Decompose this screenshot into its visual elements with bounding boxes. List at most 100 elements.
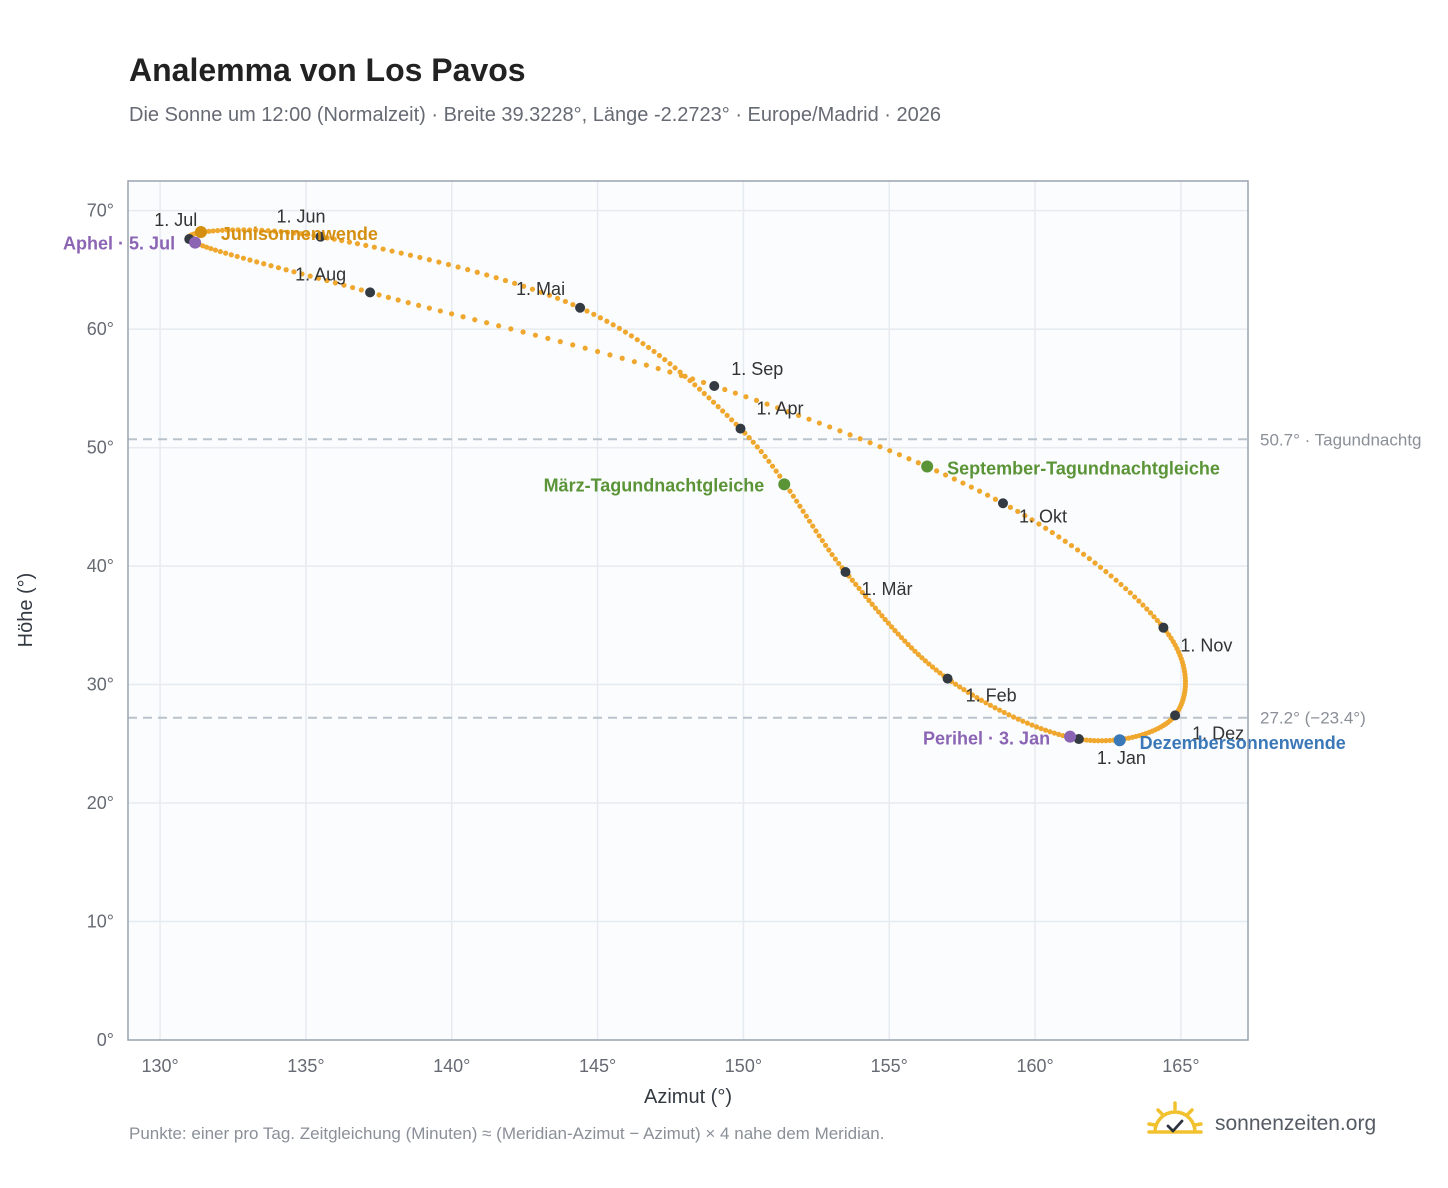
day-dot — [1006, 712, 1012, 718]
day-dot — [937, 670, 943, 676]
footnote: Punkte: einer pro Tag. Zeitgleichung (Mi… — [129, 1124, 885, 1143]
day-dot — [929, 664, 936, 670]
day-dot — [214, 227, 221, 234]
day-dot — [887, 448, 893, 454]
day-dot — [484, 320, 490, 326]
day-dot — [692, 382, 698, 388]
day-dot — [800, 508, 806, 514]
day-dot — [794, 498, 800, 504]
day-dot — [984, 492, 991, 498]
y-tick-label: 40° — [87, 556, 114, 576]
day-dot — [885, 620, 891, 626]
day-dot — [241, 227, 247, 233]
event-label: Junisonnenwende — [221, 224, 378, 244]
y-tick-label: 10° — [87, 912, 114, 932]
day-dot — [905, 641, 911, 648]
month-label: 1. Okt — [1019, 506, 1067, 526]
day-dot — [416, 302, 422, 308]
x-tick-label: 135° — [287, 1056, 324, 1076]
day-dot — [315, 275, 322, 281]
day-dot — [951, 476, 957, 482]
day-dot — [1029, 722, 1035, 728]
event-label: März-Tagundnachtgleiche — [544, 475, 765, 495]
day-dot — [1095, 738, 1101, 744]
x-tick-label: 130° — [141, 1056, 178, 1076]
day-dot — [1007, 504, 1014, 510]
day-dot — [856, 585, 862, 592]
day-dot — [261, 261, 267, 267]
day-dot — [538, 289, 544, 295]
day-dot — [987, 702, 994, 708]
day-dot — [307, 273, 313, 279]
day-dot — [827, 424, 833, 430]
day-dot — [1080, 551, 1087, 557]
day-dot — [1147, 610, 1154, 616]
day-dot — [983, 700, 989, 706]
day-dot — [354, 241, 361, 247]
day-dot — [1103, 569, 1109, 575]
day-dot — [1154, 617, 1160, 624]
day-dot — [582, 345, 588, 351]
day-dot — [753, 397, 760, 403]
day-dot — [933, 667, 939, 673]
day-dot — [546, 292, 553, 298]
day-dot — [496, 323, 502, 329]
day-dot — [700, 379, 707, 386]
day-dot — [445, 261, 452, 268]
y-tick-label: 70° — [87, 201, 114, 221]
day-dot — [895, 631, 901, 637]
day-dot — [773, 468, 779, 474]
month-point — [1073, 734, 1084, 745]
day-dot — [710, 399, 717, 405]
day-dot — [969, 692, 976, 698]
day-dot — [1068, 542, 1075, 549]
day-dot — [254, 259, 260, 265]
day-dot — [398, 250, 404, 256]
event-label: Dezembersonnenwende — [1140, 733, 1346, 753]
day-dot — [283, 267, 289, 273]
day-dot — [915, 651, 921, 658]
day-dot — [265, 228, 271, 234]
day-dot — [346, 239, 353, 245]
brand[interactable]: sonnenzeiten.org — [1146, 1100, 1396, 1144]
day-dot — [278, 229, 284, 235]
y-axis-ticks: 0° 10° 20° 30° 40° 50° 60° 70° — [87, 201, 114, 1050]
day-dot — [806, 518, 813, 524]
day-dot — [766, 458, 772, 464]
x-tick-label: 160° — [1016, 1056, 1053, 1076]
day-dot — [822, 542, 829, 548]
day-dot — [651, 348, 657, 355]
day-dot — [912, 648, 918, 654]
day-dot — [597, 315, 603, 321]
day-dot — [224, 227, 230, 233]
day-dot — [395, 297, 401, 303]
day-dot — [667, 361, 673, 367]
day-dot — [512, 280, 518, 286]
day-dot — [520, 329, 526, 335]
day-dot — [826, 547, 832, 553]
x-tick-label: 140° — [433, 1056, 470, 1076]
day-dot — [235, 227, 241, 233]
event-point — [921, 460, 934, 473]
day-dot — [696, 386, 703, 392]
day-dot — [876, 609, 882, 615]
day-dot — [591, 311, 597, 317]
day-dot — [1015, 508, 1021, 515]
day-dot — [358, 287, 364, 293]
reference-lines: 50.7° · Tagundnachtg 27.2° (−23.4°) — [128, 430, 1422, 728]
day-dot — [896, 452, 903, 458]
day-dot — [790, 493, 796, 499]
day-dot — [253, 227, 259, 233]
day-dot — [219, 227, 225, 233]
day-dot — [863, 593, 869, 600]
day-dot — [915, 460, 921, 466]
day-dot — [448, 311, 455, 317]
day-dot — [869, 601, 875, 607]
day-dot — [284, 229, 291, 235]
month-label: 1. Dez — [1192, 723, 1244, 743]
day-dot — [223, 250, 229, 256]
day-dot — [204, 244, 210, 250]
day-dot — [754, 444, 760, 450]
x-tick-label: 155° — [871, 1056, 908, 1076]
day-dot — [610, 322, 616, 328]
